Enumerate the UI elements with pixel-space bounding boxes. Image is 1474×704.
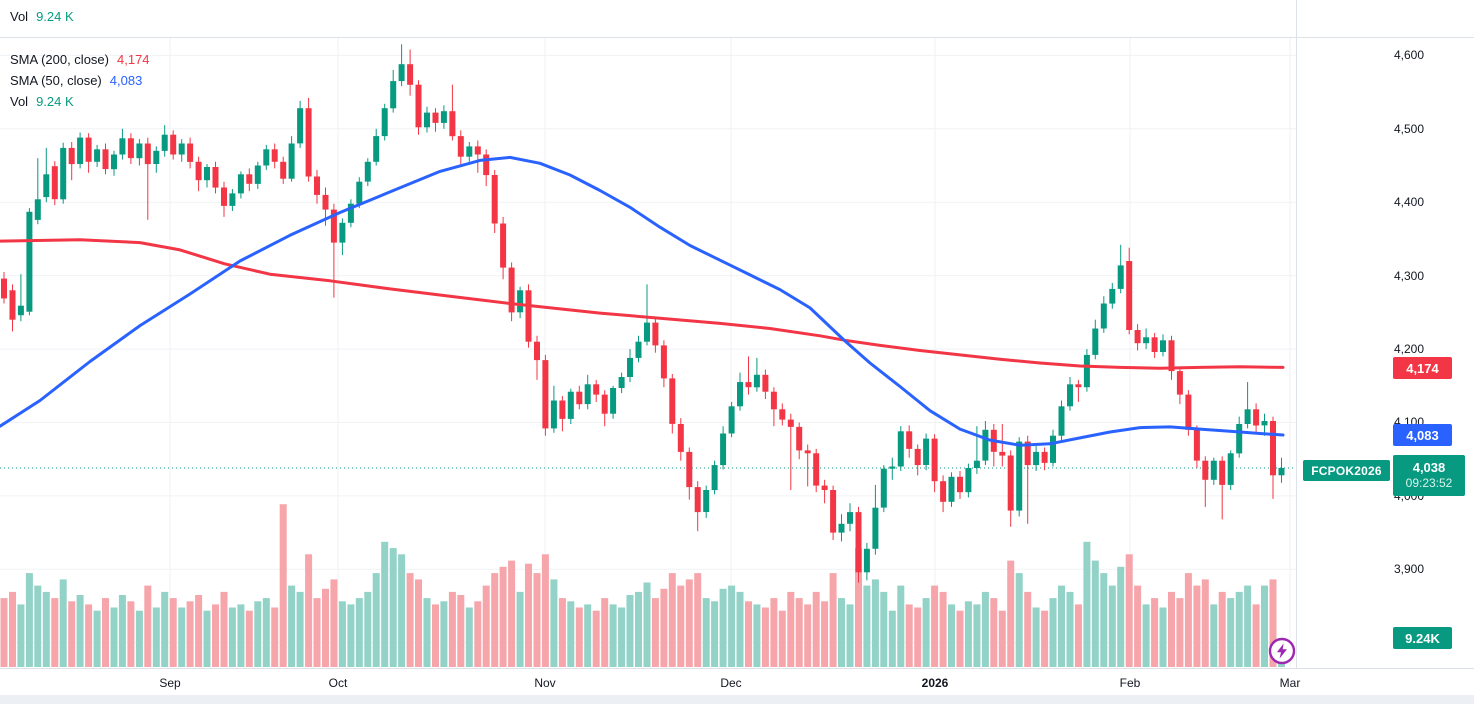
price-tick: 4,200 (1394, 342, 1425, 357)
legend-volume-label: Vol (10, 94, 29, 109)
legend-sma200[interactable]: SMA (200, close) 4,174 (10, 49, 150, 70)
price-tick: 4,300 (1394, 268, 1425, 283)
time-tick: Dec (720, 676, 742, 690)
time-tick: Mar (1279, 676, 1301, 690)
window-bottom-strip (0, 695, 1474, 704)
legend-volume-value: 9.24 K (36, 94, 74, 109)
time-tick: Oct (328, 676, 348, 690)
lightning-icon[interactable] (1268, 637, 1296, 665)
sma200-price-badge: 4,174 (1393, 357, 1452, 379)
volume-pane-value: 9.24 K (36, 9, 74, 24)
symbol-price-label: FCPOK2026 (1303, 460, 1390, 481)
sma50-price-badge: 4,083 (1393, 424, 1452, 446)
price-axis-border (1296, 0, 1297, 668)
time-tick: Feb (1119, 676, 1141, 690)
legend-volume[interactable]: Vol 9.24 K (10, 91, 150, 112)
time-tick: Nov (534, 676, 556, 690)
volume-pane-label: Vol (10, 9, 29, 24)
price-tick: 4,400 (1394, 195, 1425, 210)
volume-pane-legend[interactable]: Vol 9.24 K (10, 9, 74, 24)
time-axis-border (0, 668, 1474, 669)
time-tick: Sep (159, 676, 181, 690)
bar-countdown: 09:23:52 (1405, 476, 1453, 491)
time-tick: 2026 (921, 676, 949, 690)
price-tick: 4,500 (1394, 121, 1425, 136)
price-tick: 4,600 (1394, 48, 1425, 63)
pane-divider[interactable] (0, 37, 1474, 38)
price-tick: 3,900 (1394, 562, 1425, 577)
last-price-badge: 4,038 09:23:52 (1393, 455, 1465, 496)
legend-sma200-value: 4,174 (117, 52, 150, 67)
main-legend: SMA (200, close) 4,174 SMA (50, close) 4… (10, 49, 150, 112)
volume-value-badge: 9.24K (1393, 627, 1452, 649)
legend-sma200-label: SMA (200, close) (10, 52, 109, 67)
legend-sma50-label: SMA (50, close) (10, 73, 102, 88)
legend-sma50-value: 4,083 (109, 73, 143, 88)
legend-sma50[interactable]: SMA (50, close) 4,083 (10, 70, 150, 91)
last-price-value: 4,038 (1412, 459, 1446, 475)
